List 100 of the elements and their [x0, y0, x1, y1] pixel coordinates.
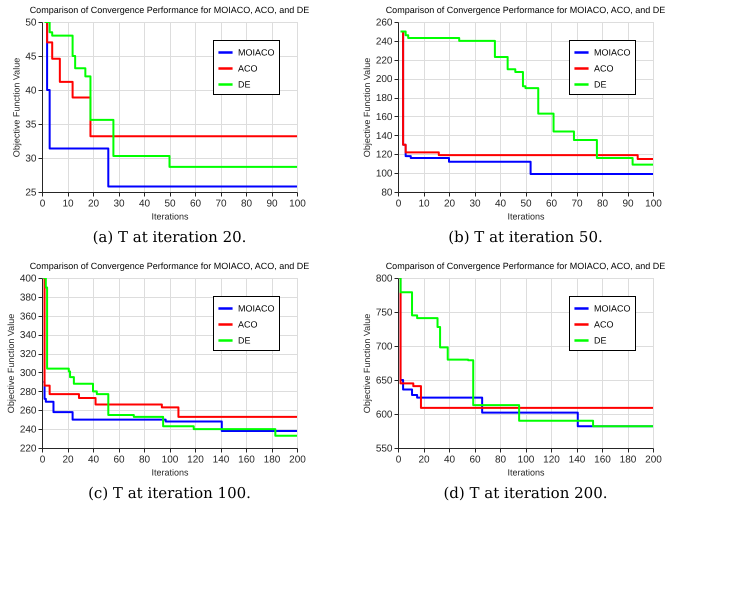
y-tick-label: 50 [25, 18, 37, 28]
x-axis-title: Iterations [507, 468, 546, 478]
x-tick-label: 20 [62, 454, 74, 466]
text: (d) T at iteration 200. [443, 484, 608, 502]
legend-label: MOIACO [238, 48, 275, 58]
x-tick-label: 30 [469, 198, 481, 210]
y-tick-label: 30 [25, 154, 37, 164]
y-tick-label: 750 [376, 308, 393, 318]
y-tick-label: 160 [376, 112, 393, 123]
x-tick-label: 20 [444, 198, 456, 210]
x-tick-label: 0 [396, 198, 402, 210]
legend-label: DE [594, 336, 607, 346]
y-tick-label: 220 [20, 444, 37, 454]
x-tick-label: 20 [418, 454, 430, 466]
y-tick-label: 380 [20, 292, 37, 304]
x-tick-label: 200 [645, 454, 662, 466]
x-tick-label: 140 [212, 454, 230, 466]
x-tick-label: 160 [594, 454, 612, 466]
y-tick-label: 200 [376, 74, 393, 86]
legend-label: DE [238, 336, 251, 346]
y-tick-label: 260 [376, 18, 393, 28]
x-tick-label: 80 [240, 198, 252, 210]
x-tick-label: 10 [62, 198, 74, 210]
y-tick-label: 300 [20, 368, 37, 379]
y-tick-label: 40 [25, 86, 37, 96]
x-tick-label: 70 [571, 198, 583, 210]
text: (c) T at iteration 100. [88, 484, 251, 502]
legend-label: MOIACO [238, 304, 275, 314]
x-tick-label: 100 [645, 198, 662, 210]
y-tick-label: 260 [20, 406, 37, 417]
y-tick-label: 320 [20, 349, 37, 360]
legend-label: ACO [594, 64, 614, 74]
x-tick-label: 100 [162, 454, 179, 466]
x-tick-label: 40 [88, 454, 100, 466]
y-tick-label: 140 [376, 130, 393, 142]
x-tick-label: 140 [568, 454, 586, 466]
x-axis-title: Iterations [151, 468, 190, 478]
y-tick-label: 100 [376, 168, 393, 180]
chart-title: Comparison of Convergence Performance for MOIACO, ACO, and DE [386, 5, 666, 15]
x-tick-label: 50 [520, 198, 532, 210]
y-tick-label: 240 [20, 424, 37, 436]
x-tick-label: 40 [138, 198, 150, 210]
x-tick-label: 160 [238, 454, 256, 466]
x-tick-label: 60 [190, 198, 202, 210]
x-tick-label: 200 [289, 454, 306, 466]
x-tick-label: 60 [113, 454, 125, 466]
x-tick-label: 50 [164, 198, 176, 210]
y-tick-label: 25 [25, 188, 37, 198]
x-tick-label: 120 [187, 454, 204, 466]
x-tick-label: 0 [40, 454, 46, 466]
x-tick-label: 0 [396, 454, 402, 466]
chart-title: Comparison of Convergence Performance for MOIACO, ACO, and DE [30, 261, 310, 271]
y-tick-label: 360 [20, 311, 37, 322]
x-axis-title: Iterations [507, 212, 546, 222]
text: (a) T at iteration 20. [92, 228, 246, 246]
legend-label: MOIACO [594, 304, 631, 314]
x-tick-label: 180 [264, 454, 281, 466]
x-tick-label: 100 [289, 198, 306, 210]
y-tick-label: 280 [20, 386, 37, 398]
y-tick-label: 800 [376, 274, 393, 284]
x-tick-label: 80 [596, 198, 608, 210]
y-tick-label: 650 [376, 376, 393, 386]
x-tick-label: 180 [620, 454, 637, 466]
x-tick-label: 100 [518, 454, 535, 466]
y-tick-label: 240 [376, 36, 393, 48]
y-tick-label: 550 [376, 444, 393, 454]
text: (b) T at iteration 50. [448, 228, 603, 246]
legend-label: ACO [238, 64, 258, 74]
y-tick-label: 45 [25, 52, 37, 62]
chart-title: Comparison of Convergence Performance for MOIACO, ACO, and DE [386, 261, 666, 271]
y-tick-label: 120 [376, 150, 393, 161]
x-tick-label: 30 [113, 198, 125, 210]
x-tick-label: 0 [40, 198, 46, 210]
y-tick-label: 340 [20, 330, 37, 342]
legend-label: ACO [238, 320, 258, 330]
y-tick-label: 80 [381, 188, 393, 198]
x-axis-title: Iterations [151, 212, 190, 222]
y-axis-title: Objective Function Value [362, 58, 372, 158]
legend-label: DE [238, 80, 251, 90]
y-tick-label: 400 [20, 274, 37, 284]
y-axis-title: Objective Function Value [11, 58, 22, 158]
x-tick-label: 40 [444, 454, 456, 466]
x-tick-label: 20 [88, 198, 100, 210]
y-axis-title: Objective Function Value [362, 314, 372, 414]
x-tick-label: 70 [215, 198, 227, 210]
y-tick-label: 220 [376, 55, 393, 66]
x-tick-label: 90 [622, 198, 634, 210]
y-axis-title: Objective Function Value [6, 314, 16, 414]
x-tick-label: 60 [546, 198, 558, 210]
legend-label: ACO [594, 320, 614, 330]
x-tick-label: 10 [418, 198, 430, 210]
x-tick-label: 80 [138, 454, 150, 466]
y-tick-label: 700 [376, 342, 393, 352]
chart-title: Comparison of Convergence Performance for MOIACO, ACO, and DE [30, 5, 310, 15]
legend-label: MOIACO [594, 48, 631, 58]
x-tick-label: 40 [494, 198, 506, 210]
legend-label: DE [594, 80, 607, 90]
x-tick-label: 60 [469, 454, 481, 466]
y-tick-label: 180 [376, 93, 393, 104]
y-tick-label: 35 [25, 120, 37, 130]
